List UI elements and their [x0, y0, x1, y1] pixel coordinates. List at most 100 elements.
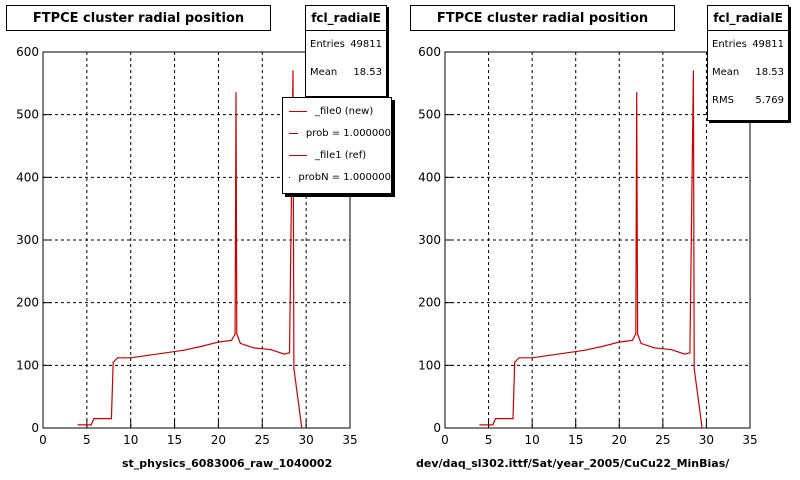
left-data-point	[288, 352, 291, 354]
right-data-point	[689, 352, 691, 354]
right-y-tick-label: 300	[418, 233, 441, 247]
left-data-point	[252, 347, 255, 349]
left-stats-row-mean: Mean 18.53	[306, 59, 386, 87]
left-data-point	[301, 427, 303, 429]
right-data-point	[583, 349, 586, 351]
right-data-point	[494, 418, 497, 420]
right-x-tick-label: 15	[568, 433, 583, 447]
right-x-tick-label: 5	[485, 433, 493, 447]
legend-label: prob = 1.000000	[305, 127, 391, 139]
right-y-tick-label: 100	[418, 358, 441, 372]
left-x-tick-label: 35	[342, 433, 357, 447]
right-stats-row-rms: RMS 5.769	[708, 87, 788, 115]
right-x-axis-label: dev/daq_sl302.ittf/Sat/year_2005/CuCu22_…	[416, 457, 730, 470]
left-data-point	[116, 357, 119, 359]
left-chart-title: FTPCE cluster radial position	[6, 5, 271, 31]
left-data-point	[112, 361, 114, 363]
left-data-point	[270, 349, 272, 351]
right-stats-box: fcl_radialE Entries 49811 Mean 18.53 RMS…	[707, 5, 789, 121]
left-stats-box: fcl_radialE Entries 49811 Mean 18.53	[305, 5, 387, 97]
right-data-point	[479, 424, 481, 426]
left-x-tick-label: 15	[167, 433, 182, 447]
left-data-point	[130, 357, 132, 359]
left-y-tick-label: 500	[16, 108, 39, 122]
left-data-point	[147, 354, 149, 356]
legend-line-icon	[289, 176, 291, 178]
stats-label: Mean	[310, 67, 338, 78]
legend-line-icon	[289, 132, 298, 134]
right-data-point	[684, 353, 686, 355]
left-data-point	[217, 341, 220, 343]
right-data-point	[693, 367, 695, 370]
right-stats-row-entries: Entries 49811	[708, 31, 788, 59]
left-data-point	[292, 70, 294, 72]
left-data-point	[235, 92, 237, 94]
left-stats-name: fcl_radialE	[306, 6, 386, 31]
left-y-tick-label: 100	[16, 358, 39, 372]
left-data-point	[165, 352, 167, 354]
right-data-point	[492, 424, 494, 426]
stats-value: 49811	[752, 39, 784, 50]
left-data-point	[234, 333, 236, 335]
left-data-point	[239, 342, 241, 344]
right-y-tick-label: 500	[418, 108, 441, 122]
left-data-point	[236, 333, 238, 335]
right-data-point	[640, 342, 642, 344]
right-data-point	[518, 357, 520, 359]
right-stats-name: fcl_radialE	[708, 6, 788, 31]
left-data-point	[110, 418, 113, 420]
right-series-line	[479, 70, 703, 429]
legend-entry: _file0 (new)	[283, 100, 391, 122]
stats-value: 18.53	[353, 67, 382, 78]
right-data-point	[566, 352, 568, 354]
right-data-point	[514, 361, 516, 363]
left-x-tick-label: 30	[299, 433, 314, 447]
right-data-point	[601, 345, 603, 348]
left-data-point	[93, 418, 95, 420]
right-x-tick-label: 10	[525, 433, 540, 447]
right-data-point	[631, 339, 633, 341]
left-y-tick-label: 600	[16, 45, 39, 59]
legend-entry: prob = 1.000000	[283, 122, 391, 144]
right-data-point	[653, 347, 655, 349]
legend-label: _file0 (new)	[315, 105, 374, 117]
stats-value: 49811	[350, 39, 382, 50]
right-y-tick-label: 400	[418, 170, 441, 184]
left-y-tick-label: 400	[16, 170, 39, 184]
right-data-point	[635, 333, 637, 335]
left-y-tick-label: 300	[16, 233, 39, 247]
right-data-point	[692, 70, 694, 72]
right-y-tick-label: 200	[418, 296, 441, 310]
left-y-tick-label: 0	[31, 421, 39, 435]
right-data-point	[701, 427, 703, 429]
right-data-point	[670, 349, 673, 351]
left-x-tick-label: 10	[123, 433, 138, 447]
legend-entry: _file1 (ref)	[283, 144, 391, 166]
legend-line-icon	[289, 110, 307, 112]
stats-value: 18.53	[755, 67, 784, 78]
left-x-tick-label: 20	[211, 433, 226, 447]
right-data-point	[618, 341, 620, 343]
legend-entry: probN = 1.000000	[283, 166, 391, 188]
left-data-point	[230, 339, 233, 341]
left-data-point	[77, 424, 79, 426]
right-x-tick-label: 25	[655, 433, 670, 447]
legend-label: probN = 1.000000	[298, 171, 391, 183]
right-data-point	[636, 92, 638, 94]
right-x-tick-label: 35	[742, 433, 757, 447]
stats-value: 5.769	[755, 95, 784, 106]
left-x-tick-label: 25	[255, 433, 270, 447]
right-x-tick-label: 0	[441, 433, 449, 447]
right-y-tick-label: 0	[433, 421, 441, 435]
right-data-point	[512, 418, 514, 420]
left-x-tick-label: 5	[83, 433, 91, 447]
left-x-tick-label: 0	[39, 433, 47, 447]
right-data-point	[548, 354, 551, 356]
left-data-point	[182, 349, 184, 351]
stats-label: Entries	[310, 39, 345, 50]
left-data-point	[200, 345, 202, 348]
legend-line-icon	[289, 154, 307, 156]
right-data-point	[531, 357, 533, 359]
right-data-point	[636, 333, 639, 335]
